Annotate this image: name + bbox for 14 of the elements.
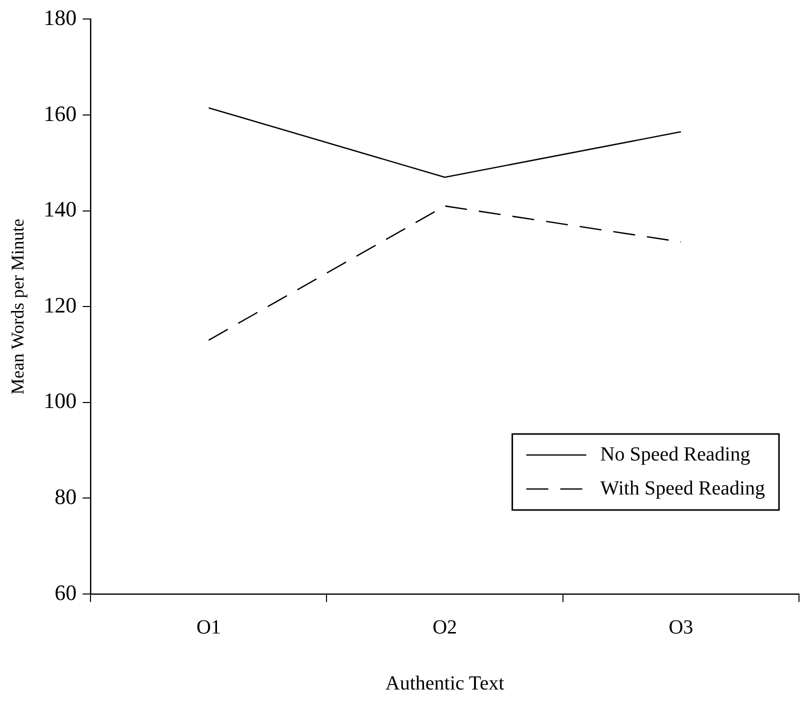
y-tick-label: 160	[44, 100, 77, 126]
y-tick-label: 180	[44, 4, 77, 30]
legend-label: No Speed Reading	[600, 443, 750, 466]
x-axis-title: Authentic Text	[385, 672, 505, 694]
y-axis-title: Mean Words per Minute	[8, 218, 28, 394]
x-tick-label: O1	[196, 616, 221, 638]
y-tick-label: 140	[44, 196, 77, 222]
legend-label: With Speed Reading	[600, 477, 765, 500]
y-tick-label: 100	[44, 388, 77, 414]
y-tick-label: 80	[54, 484, 77, 509]
x-tick-label: O3	[668, 616, 694, 638]
y-tick-label: 120	[44, 292, 77, 318]
x-tick-label: O2	[432, 616, 458, 638]
y-tick-label: 60	[54, 580, 77, 605]
